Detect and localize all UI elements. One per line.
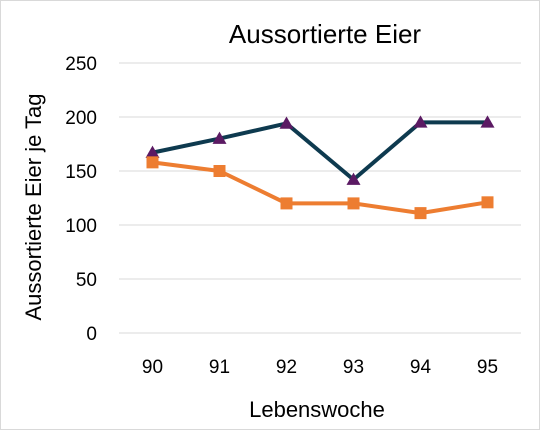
series-2-marker xyxy=(146,156,159,169)
series-1-marker xyxy=(413,115,428,128)
y-axis-label: Aussortierte Eier je Tag xyxy=(21,93,46,320)
gridlines xyxy=(119,62,521,334)
x-tick-label: 91 xyxy=(209,357,230,378)
series-2-marker xyxy=(213,165,226,177)
chart-title: Aussortierte Eier xyxy=(229,19,422,49)
x-axis-ticks: 90 91 92 93 94 95 xyxy=(142,357,498,378)
x-tick-label: 90 xyxy=(142,357,163,378)
x-tick-label: 93 xyxy=(343,357,364,378)
series-layer xyxy=(145,115,495,220)
y-tick-label: 250 xyxy=(65,54,97,75)
series-2-marker xyxy=(414,207,427,220)
series-1-marker xyxy=(212,131,227,144)
series-1-marker xyxy=(346,172,361,185)
series-2-marker xyxy=(280,197,293,210)
y-tick-label: 0 xyxy=(86,324,97,345)
series-1-marker xyxy=(145,145,160,158)
series-1-marker xyxy=(480,115,495,128)
x-tick-label: 94 xyxy=(410,357,432,378)
series-1-marker xyxy=(279,116,294,129)
x-axis-label: Lebenswoche xyxy=(249,397,385,422)
y-tick-label: 100 xyxy=(65,216,97,237)
y-axis-ticks: 0 50 100 150 200 250 xyxy=(65,54,97,345)
y-tick-label: 50 xyxy=(76,270,97,291)
series-2-marker xyxy=(481,196,494,209)
y-tick-label: 200 xyxy=(65,108,97,129)
y-tick-label: 150 xyxy=(65,162,97,183)
x-tick-label: 95 xyxy=(477,357,498,378)
series-2-line xyxy=(152,160,488,216)
series-1-line xyxy=(152,120,488,182)
x-tick-label: 92 xyxy=(276,357,297,378)
series-2-marker xyxy=(347,197,360,210)
